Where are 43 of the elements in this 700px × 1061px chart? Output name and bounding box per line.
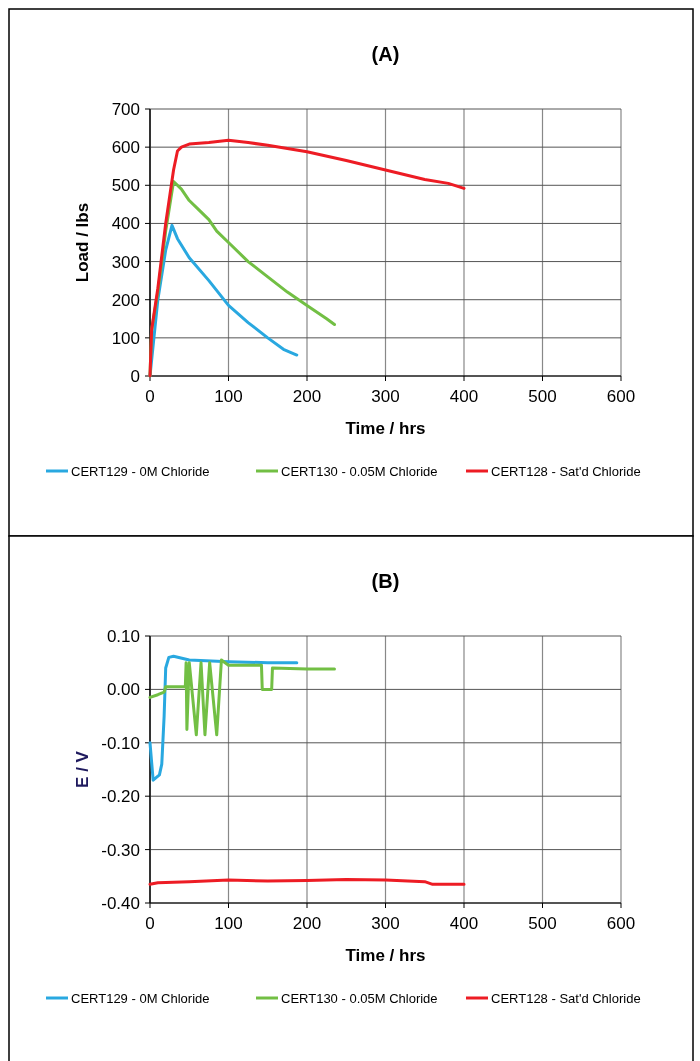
x-tick-label: 600 (606, 914, 636, 933)
x-axis-title: Time / hrs (345, 946, 426, 965)
line-series (148, 138, 466, 378)
x-tick-label: 500 (528, 387, 557, 406)
y-tick-label: -0.10 (101, 733, 140, 753)
chart-title: (A) (371, 43, 400, 65)
x-tick-label: 300 (371, 387, 400, 406)
x-tick-label: 100 (214, 914, 243, 933)
line-series (148, 658, 336, 737)
x-axis-title: Time / hrs (345, 419, 426, 438)
x-tick-label: 200 (292, 914, 322, 933)
y-tick-label: 600 (111, 138, 140, 158)
y-axis-title: Load / lbs (73, 202, 92, 283)
x-tick-label: 400 (449, 914, 479, 933)
y-tick-label: 0.10 (106, 626, 140, 646)
y-tick-label: -0.30 (101, 840, 140, 860)
y-tick-label: 200 (111, 290, 140, 310)
y-tick-label: 500 (111, 176, 140, 196)
y-tick-label: -0.40 (101, 893, 140, 913)
legend-label: CERT128 - Sat'd Chloride (491, 990, 641, 1006)
y-tick-label: 0 (130, 366, 140, 386)
legend-label: CERT130 - 0.05M Chloride (281, 990, 438, 1006)
x-tick-label: 600 (606, 387, 636, 406)
legend-label: CERT130 - 0.05M Chloride (281, 463, 438, 479)
y-tick-label: 0.00 (106, 680, 140, 700)
y-tick-label: -0.20 (101, 787, 140, 807)
y-tick-label: 400 (111, 214, 140, 234)
y-tick-label: 100 (111, 328, 140, 348)
x-tick-label: 300 (371, 914, 400, 933)
legend-label: CERT128 - Sat'd Chloride (491, 463, 641, 479)
y-tick-label: 700 (111, 99, 140, 119)
y-axis-title: E / V (73, 750, 92, 788)
y-tick-label: 300 (111, 252, 140, 272)
line-series (148, 654, 299, 782)
x-tick-label: 0 (145, 387, 155, 406)
x-tick-label: 500 (528, 914, 557, 933)
x-tick-label: 400 (449, 387, 479, 406)
x-tick-label: 0 (145, 914, 155, 933)
legend-label: CERT129 - 0M Chloride (71, 990, 210, 1006)
legend-label: CERT129 - 0M Chloride (71, 463, 210, 479)
x-tick-label: 100 (214, 387, 243, 406)
chart-title: (B) (371, 570, 400, 592)
x-tick-label: 200 (292, 387, 322, 406)
